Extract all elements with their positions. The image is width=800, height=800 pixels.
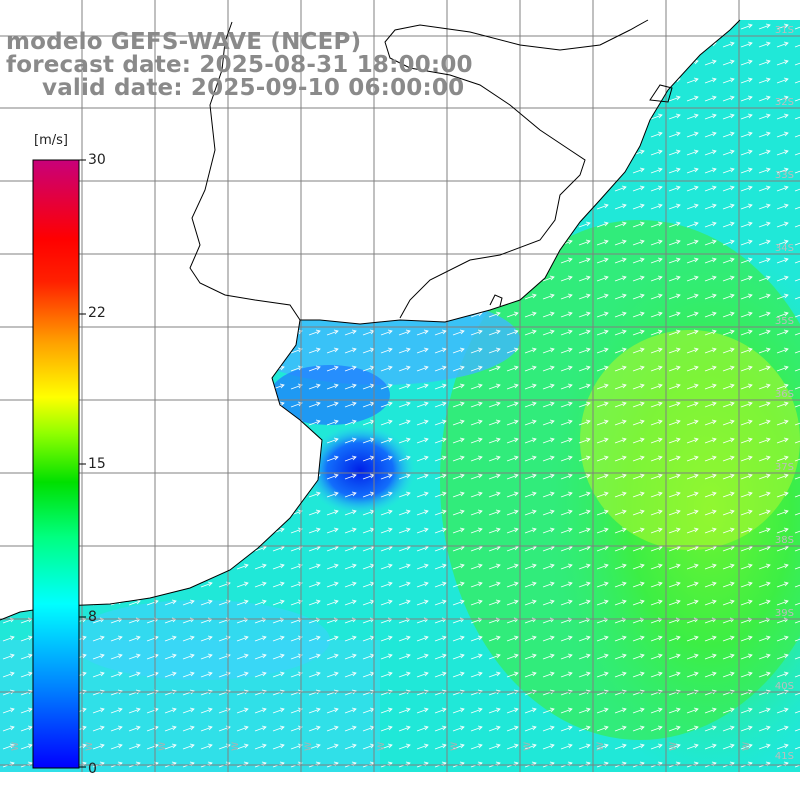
colorbar-tick-label: 8 xyxy=(88,609,97,625)
lon-label: W xyxy=(450,742,460,751)
lat-label: 40S xyxy=(774,681,794,692)
colorbar-unit: [m/s] xyxy=(34,133,68,148)
lon-label: W xyxy=(523,742,533,751)
title-valid-date: valid date: 2025-09-10 06:00:00 xyxy=(42,75,465,101)
lon-label: W xyxy=(669,742,679,751)
lat-label: 41S xyxy=(774,751,794,762)
lon-label: W xyxy=(158,742,168,751)
graticule xyxy=(0,0,800,772)
lat-label: 38S xyxy=(774,535,794,546)
colorbar-tick-label: 0 xyxy=(88,761,97,777)
colorbar-ticks xyxy=(79,159,86,768)
colorbar xyxy=(32,159,80,769)
coastline xyxy=(0,19,741,621)
lat-label: 35S xyxy=(774,316,794,327)
lon-label: W xyxy=(11,742,21,751)
title-model: modelo GEFS-WAVE (NCEP) xyxy=(6,29,362,55)
title-forecast-date: forecast date: 2025-08-31 18:00:00 xyxy=(6,52,473,78)
lon-label: W xyxy=(85,742,95,751)
lon-label: W xyxy=(231,742,241,751)
lon-label: W xyxy=(377,742,387,751)
lat-label: 36S xyxy=(774,389,794,400)
lat-label: 37S xyxy=(774,462,794,473)
lat-label: 33S xyxy=(774,170,794,181)
colorbar-tick-label: 22 xyxy=(88,305,106,321)
colorbar-tick-label: 15 xyxy=(88,456,106,472)
lon-label: W xyxy=(304,742,314,751)
lat-label: 39S xyxy=(774,608,794,619)
lon-label: W xyxy=(596,742,606,751)
lat-label: 32S xyxy=(774,97,794,108)
lat-label: 34S xyxy=(774,243,794,254)
colorbar-tick-label: 30 xyxy=(88,152,106,168)
lat-label: 31S xyxy=(774,25,794,36)
lon-label: W xyxy=(742,742,752,751)
